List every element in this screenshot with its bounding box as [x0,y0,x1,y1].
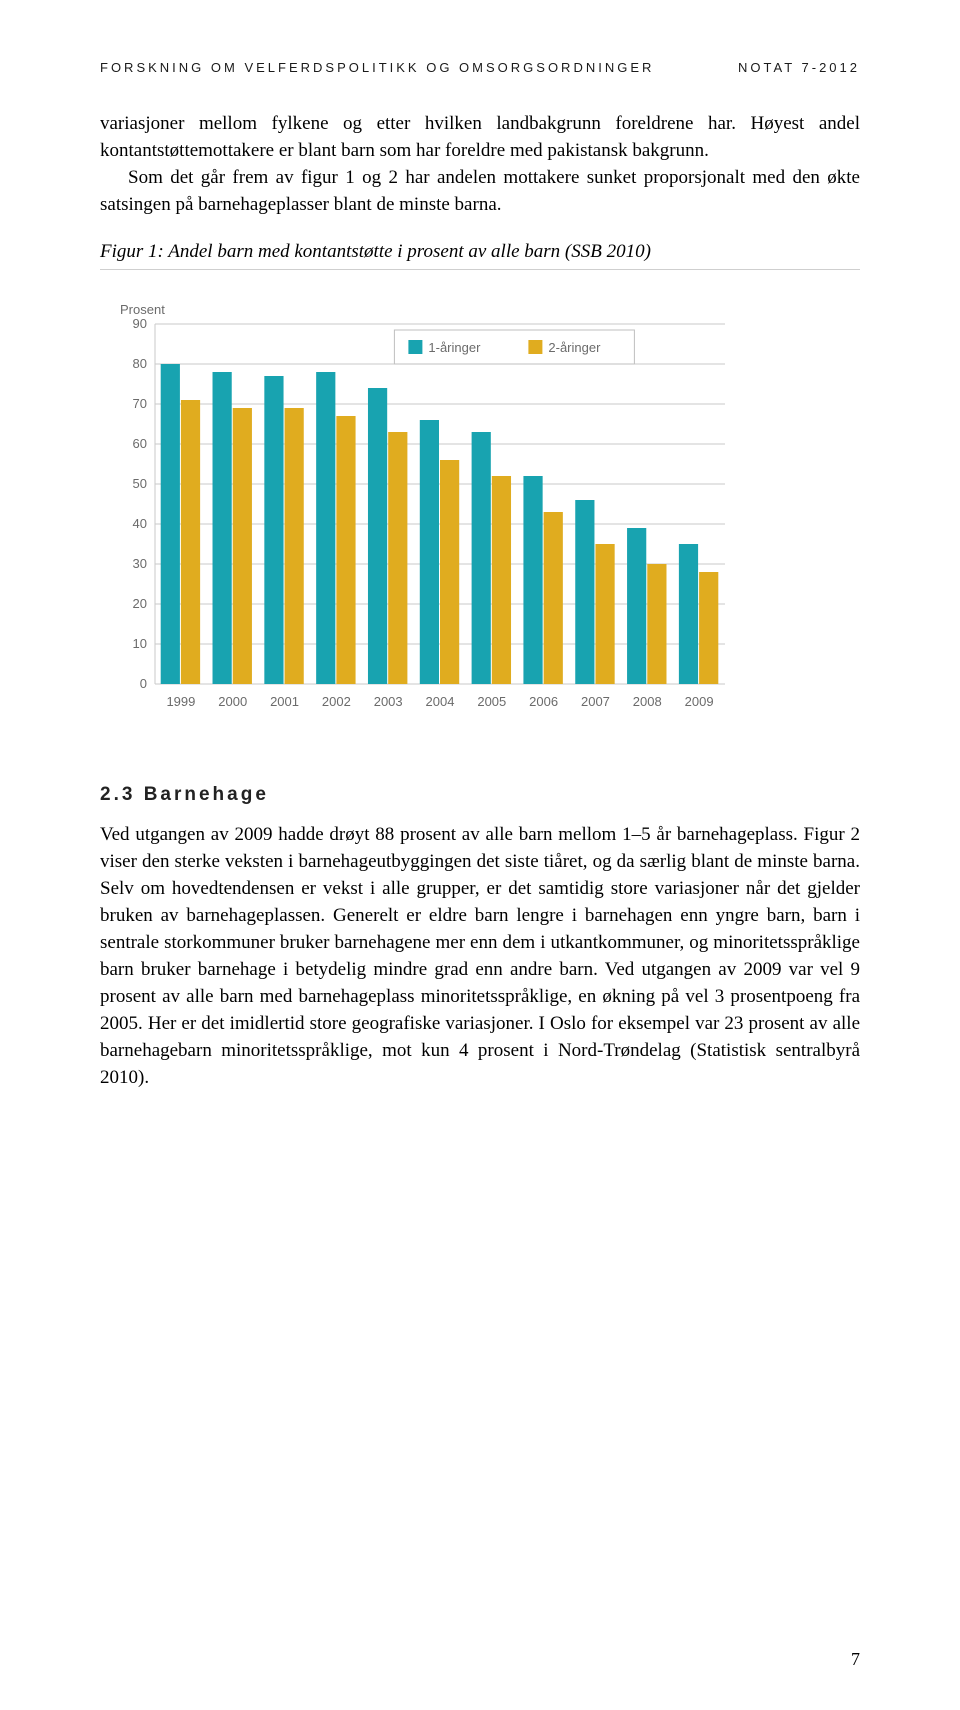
paragraph-1a: variasjoner mellom fylkene og etter hvil… [100,113,860,161]
svg-text:90: 90 [133,316,147,331]
section-heading: 2.3 Barnehage [100,784,860,806]
svg-text:2004: 2004 [426,694,455,709]
svg-text:10: 10 [133,636,147,651]
svg-text:30: 30 [133,556,147,571]
svg-text:2006: 2006 [529,694,558,709]
svg-text:2000: 2000 [218,694,247,709]
section-number: 2.3 [100,784,135,805]
svg-text:1-åringer: 1-åringer [428,340,481,355]
svg-text:60: 60 [133,436,147,451]
svg-text:2009: 2009 [685,694,714,709]
svg-text:20: 20 [133,596,147,611]
figure-caption: Figur 1: Andel barn med kontantstøtte i … [100,241,860,263]
svg-text:2008: 2008 [633,694,662,709]
paragraph-1: variasjoner mellom fylkene og etter hvil… [100,111,860,219]
svg-text:0: 0 [140,676,147,691]
paragraph-2: Ved utgangen av 2009 hadde drøyt 88 pros… [100,822,860,1092]
svg-text:2005: 2005 [477,694,506,709]
bar-chart: Prosent 0 10 20 30 40 50 60 70 80 90 1999 2000 2001 20… [100,294,740,724]
svg-text:2007: 2007 [581,694,610,709]
paragraph-1b: Som det går frem av figur 1 og 2 har and… [100,165,860,219]
figure-divider [100,269,860,270]
page-number: 7 [851,1649,860,1670]
svg-text:70: 70 [133,396,147,411]
chart-svg: Prosent 0 10 20 30 40 50 60 70 80 90 1999 2000 2001 20… [100,294,740,724]
svg-text:2002: 2002 [322,694,351,709]
svg-text:2001: 2001 [270,694,299,709]
header-left: FORSKNING OM VELFERDSPOLITIKK OG OMSORGS… [100,60,654,75]
svg-text:40: 40 [133,516,147,531]
svg-text:1999: 1999 [166,694,195,709]
header-right: NOTAT 7-2012 [738,60,860,75]
page-header: FORSKNING OM VELFERDSPOLITIKK OG OMSORGS… [100,60,860,75]
svg-text:2003: 2003 [374,694,403,709]
section-title: Barnehage [144,784,269,805]
svg-text:2-åringer: 2-åringer [548,340,601,355]
svg-text:50: 50 [133,476,147,491]
svg-text:80: 80 [133,356,147,371]
svg-text:Prosent: Prosent [120,302,165,317]
